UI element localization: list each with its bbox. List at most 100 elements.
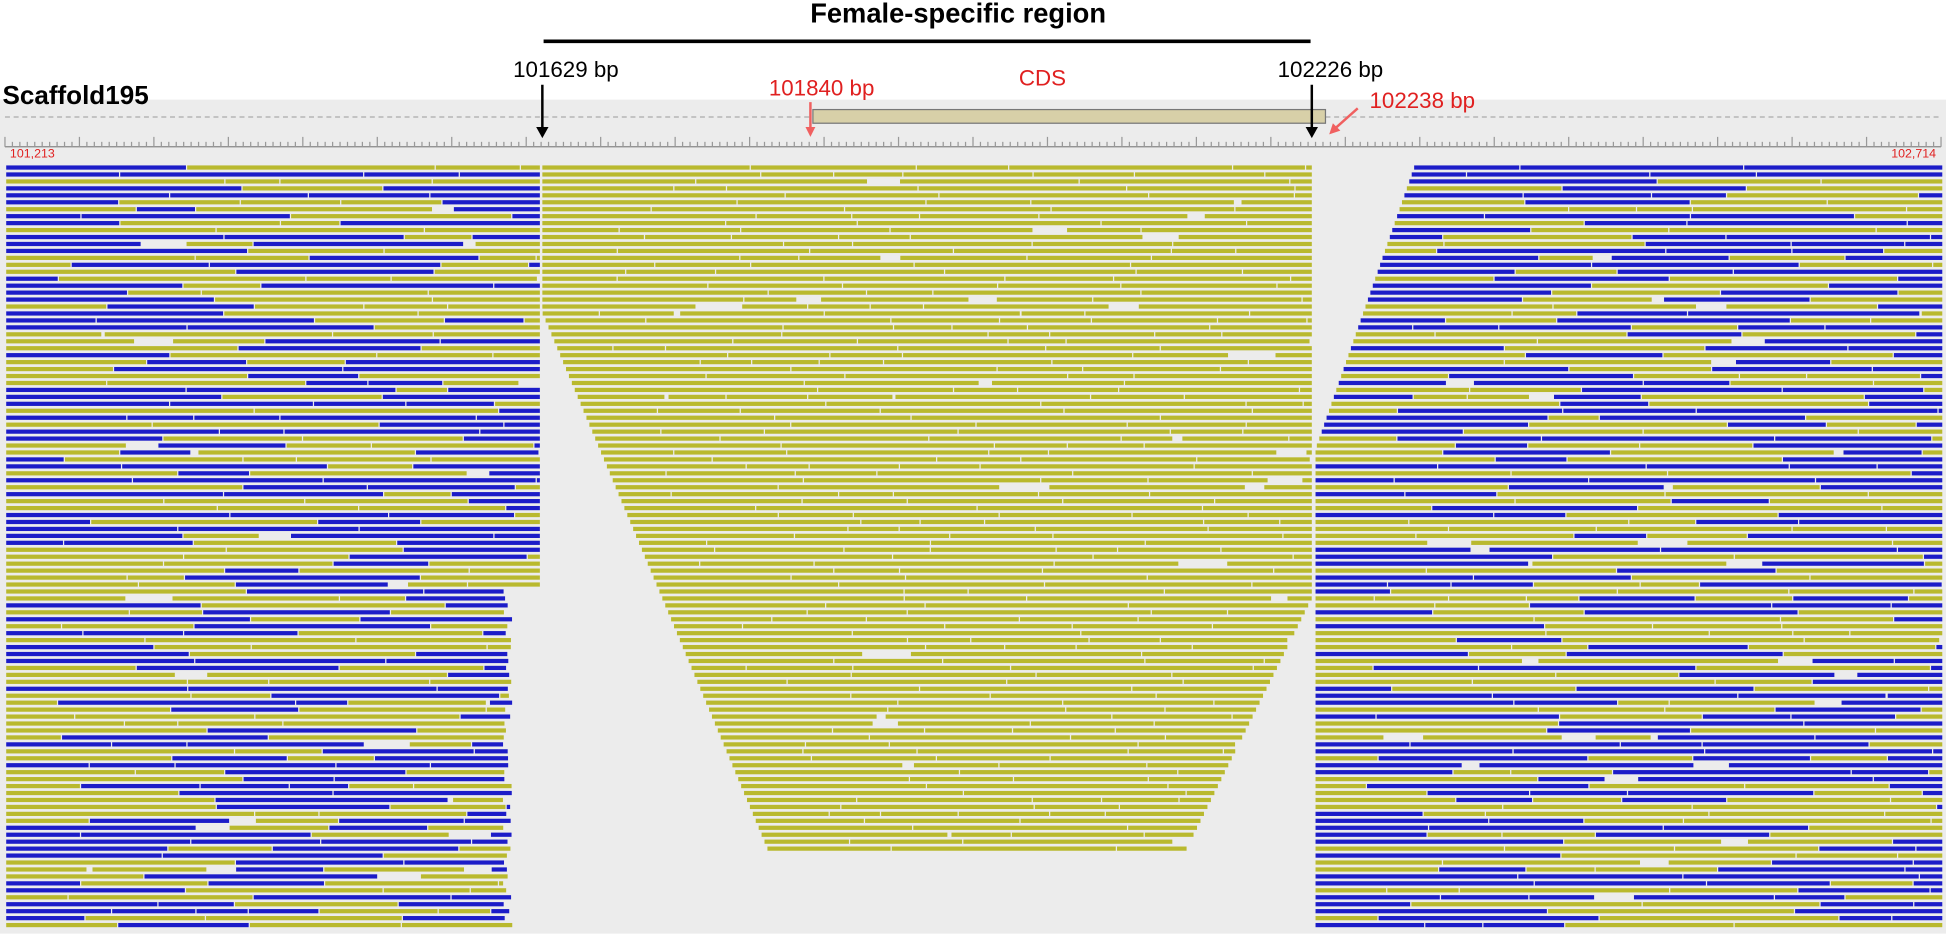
read bbox=[1562, 186, 1746, 191]
read bbox=[1014, 777, 1148, 782]
read bbox=[913, 763, 999, 768]
read bbox=[1687, 540, 1892, 545]
read bbox=[1232, 714, 1253, 719]
read bbox=[958, 429, 1170, 434]
read bbox=[853, 512, 999, 518]
read bbox=[6, 380, 107, 386]
read bbox=[1264, 485, 1312, 490]
read bbox=[1634, 373, 1739, 379]
read bbox=[767, 846, 891, 851]
read bbox=[1747, 839, 1892, 844]
read bbox=[1889, 783, 1943, 789]
read bbox=[240, 200, 341, 205]
read bbox=[1726, 304, 1877, 309]
read bbox=[1155, 332, 1222, 337]
read bbox=[430, 193, 540, 198]
read bbox=[144, 874, 378, 879]
read bbox=[1071, 735, 1165, 740]
read bbox=[6, 360, 146, 365]
read bbox=[1775, 895, 1845, 900]
read bbox=[1236, 248, 1312, 254]
read bbox=[345, 360, 540, 365]
read bbox=[495, 401, 540, 406]
read bbox=[520, 165, 540, 170]
read bbox=[910, 777, 1013, 782]
read bbox=[195, 658, 386, 664]
read bbox=[950, 533, 1053, 538]
read bbox=[900, 179, 1079, 184]
read bbox=[1564, 839, 1722, 844]
read bbox=[1650, 172, 1756, 177]
read bbox=[287, 756, 374, 761]
read bbox=[1494, 276, 1669, 281]
read bbox=[1319, 436, 1397, 441]
read bbox=[1470, 387, 1581, 393]
read bbox=[428, 290, 540, 295]
read bbox=[1005, 644, 1076, 650]
read bbox=[1721, 290, 1898, 295]
read bbox=[6, 505, 217, 511]
read bbox=[1546, 631, 1709, 636]
read bbox=[752, 360, 819, 365]
read bbox=[359, 526, 540, 532]
read bbox=[980, 464, 1194, 469]
read bbox=[968, 589, 1164, 594]
read bbox=[524, 318, 540, 323]
read bbox=[1894, 658, 1943, 664]
read bbox=[333, 561, 429, 566]
read bbox=[1922, 450, 1943, 455]
read bbox=[795, 471, 877, 476]
read bbox=[340, 221, 540, 226]
read bbox=[647, 561, 700, 566]
read bbox=[1931, 234, 1943, 240]
read bbox=[1669, 276, 1898, 281]
read bbox=[866, 617, 1019, 622]
read bbox=[1315, 631, 1546, 636]
read bbox=[807, 610, 907, 615]
read bbox=[1315, 499, 1515, 504]
cds-box bbox=[812, 108, 1327, 124]
read bbox=[1810, 575, 1943, 580]
read bbox=[1747, 533, 1943, 538]
read bbox=[431, 624, 508, 629]
read bbox=[1796, 853, 1897, 858]
read bbox=[1646, 464, 1789, 469]
read bbox=[1166, 735, 1243, 740]
read bbox=[6, 443, 126, 448]
read bbox=[929, 436, 1121, 441]
read bbox=[1355, 332, 1435, 337]
read bbox=[1640, 443, 1753, 448]
read bbox=[924, 304, 1109, 309]
read bbox=[1315, 679, 1472, 684]
read bbox=[1315, 770, 1453, 775]
read bbox=[404, 860, 505, 865]
read bbox=[542, 241, 783, 247]
read bbox=[819, 360, 883, 365]
read bbox=[1821, 179, 1943, 184]
read bbox=[500, 693, 509, 698]
read bbox=[945, 269, 1136, 274]
read bbox=[1489, 547, 1660, 552]
read bbox=[83, 631, 183, 636]
read bbox=[1067, 227, 1141, 233]
read bbox=[671, 492, 838, 497]
read bbox=[1592, 283, 1828, 288]
read bbox=[1565, 922, 1734, 928]
read bbox=[475, 241, 540, 247]
read bbox=[1691, 728, 1875, 733]
read bbox=[1387, 241, 1444, 247]
read bbox=[1647, 533, 1747, 538]
read bbox=[1789, 589, 1914, 594]
read bbox=[1213, 624, 1298, 629]
read bbox=[599, 311, 674, 316]
read bbox=[486, 707, 506, 712]
read bbox=[1389, 234, 1443, 240]
read bbox=[1027, 596, 1272, 601]
read bbox=[1734, 554, 1923, 559]
read bbox=[1173, 241, 1312, 247]
read bbox=[954, 248, 1171, 254]
read bbox=[191, 839, 321, 844]
read bbox=[1533, 797, 1622, 803]
read bbox=[1567, 457, 1782, 462]
read bbox=[830, 353, 902, 358]
